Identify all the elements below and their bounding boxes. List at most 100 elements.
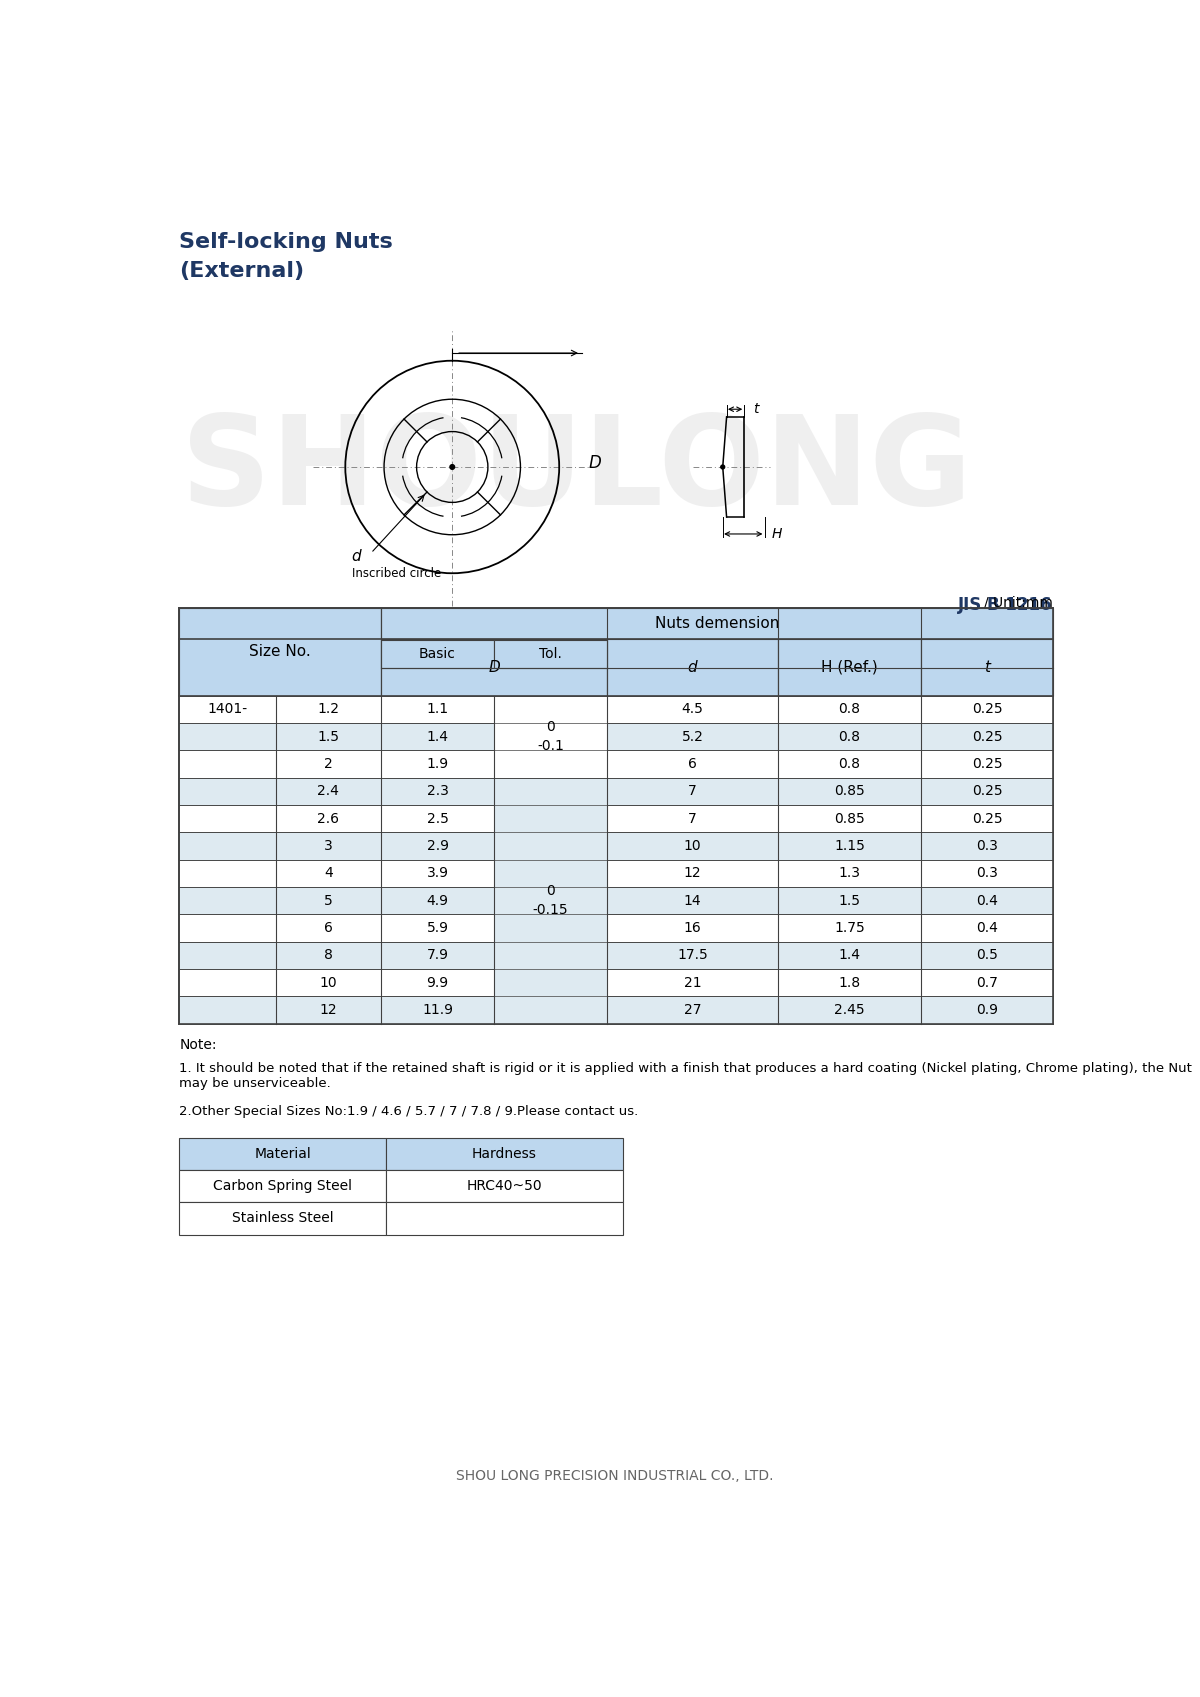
Text: 12: 12 [684,867,701,881]
Bar [778,638,922,696]
Bar [380,777,494,804]
Bar [380,969,494,996]
Bar [778,969,922,996]
Text: 0.7: 0.7 [976,976,998,989]
Bar [607,750,778,777]
Text: 21: 21 [684,976,701,989]
Text: 6: 6 [688,757,697,770]
Text: 1.8: 1.8 [839,976,860,989]
Text: D: D [488,660,500,675]
Text: H: H [772,528,782,541]
Text: JIS B 1216: JIS B 1216 [959,596,1052,614]
Bar [386,1203,623,1235]
Bar [607,969,778,996]
Text: t: t [984,660,990,675]
Bar [180,804,276,832]
Bar [380,640,494,669]
Text: H (Ref.): H (Ref.) [821,660,878,675]
Text: 1. It should be noted that if the retained shaft is rigid or it is applied with : 1. It should be noted that if the retain… [180,1062,1193,1089]
Text: 0.25: 0.25 [972,730,1002,743]
Bar [380,608,1052,638]
Text: 2.4: 2.4 [317,784,340,798]
Bar [276,777,380,804]
Text: 2.5: 2.5 [426,811,449,826]
Bar [180,1203,386,1235]
Bar [922,696,1052,723]
Bar [607,777,778,804]
Bar [380,996,494,1023]
Bar [180,915,276,942]
Text: 0.4: 0.4 [976,921,998,935]
Text: 10: 10 [319,976,337,989]
Bar [180,1169,386,1203]
Text: 1.4: 1.4 [839,949,860,962]
Text: 5: 5 [324,894,332,908]
Bar [778,777,922,804]
Text: HRC40~50: HRC40~50 [467,1179,542,1193]
Text: 6: 6 [324,921,332,935]
Text: 2.Other Special Sizes No:1.9 / 4.6 / 5.7 / 7 / 7.8 / 9.Please contact us.: 2.Other Special Sizes No:1.9 / 4.6 / 5.7… [180,1105,638,1118]
Text: d: d [688,660,697,675]
Text: 1.1: 1.1 [426,703,449,716]
Bar [922,750,1052,777]
Bar [180,860,276,888]
Text: Inscribed circle: Inscribed circle [352,567,442,580]
Bar [607,804,778,832]
Bar [607,942,778,969]
Text: 0
-0.15: 0 -0.15 [533,884,569,916]
Text: 2.9: 2.9 [426,838,449,854]
Bar [180,777,276,804]
Bar [922,723,1052,750]
Text: Size No.: Size No. [250,645,311,658]
Bar [276,832,380,860]
Bar [180,608,1052,1023]
Bar [922,804,1052,832]
Bar [778,723,922,750]
Bar [276,804,380,832]
Bar [180,888,276,915]
Bar [922,942,1052,969]
Bar [607,638,778,696]
Bar [180,832,276,860]
Text: 11.9: 11.9 [422,1003,454,1017]
Text: 5.9: 5.9 [426,921,449,935]
Text: 10: 10 [684,838,701,854]
Bar [922,888,1052,915]
Bar [380,832,494,860]
Bar [494,777,607,1023]
Bar [778,942,922,969]
Text: Self-locking Nuts: Self-locking Nuts [180,232,394,253]
Text: D: D [589,455,601,472]
Text: 1401-: 1401- [208,703,247,716]
Text: 0.9: 0.9 [976,1003,998,1017]
Bar [922,969,1052,996]
Text: (External): (External) [180,261,305,282]
Text: Nuts demension: Nuts demension [655,616,779,631]
Bar [276,915,380,942]
Bar [180,750,276,777]
Text: d: d [352,550,361,565]
Text: 16: 16 [684,921,701,935]
Text: 1.9: 1.9 [426,757,449,770]
Text: / Unit:mm: / Unit:mm [914,596,1052,609]
Bar [276,942,380,969]
Bar [180,608,380,696]
Bar [607,915,778,942]
Text: SHOU LONG PRECISION INDUSTRIAL CO., LTD.: SHOU LONG PRECISION INDUSTRIAL CO., LTD. [456,1470,774,1483]
Bar [180,996,276,1023]
Text: 0.5: 0.5 [976,949,998,962]
Text: 0.25: 0.25 [972,811,1002,826]
Bar [180,723,276,750]
Bar [380,804,494,832]
Bar [607,723,778,750]
Bar [778,696,922,723]
Text: 1.75: 1.75 [834,921,865,935]
Bar [180,1137,386,1169]
Text: 1.15: 1.15 [834,838,865,854]
Text: 1.2: 1.2 [317,703,340,716]
Text: Tol.: Tol. [539,647,562,662]
Circle shape [721,465,725,468]
Text: 0.4: 0.4 [976,894,998,908]
Text: Note:: Note: [180,1037,217,1052]
Bar [380,750,494,777]
